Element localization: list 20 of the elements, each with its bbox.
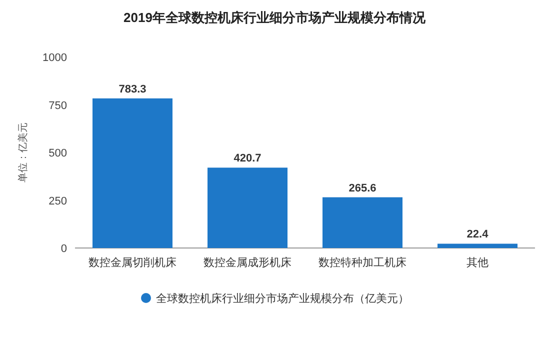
y-tick-label: 1000 (42, 52, 67, 64)
chart-title: 2019年全球数控机床行业细分市场产业规模分布情况 (124, 10, 426, 25)
bar (438, 244, 518, 248)
data-label: 22.4 (466, 228, 490, 241)
y-tick-label: 500 (48, 148, 67, 160)
data-label: 265.6 (348, 182, 376, 194)
x-tick-label: 数控金属切削机床 (88, 256, 176, 269)
y-axis-title: 单位：亿美元 (17, 122, 29, 182)
y-tick-label: 750 (48, 100, 67, 112)
x-tick-label: 其他 (466, 256, 488, 269)
y-tick-label: 250 (48, 195, 67, 208)
legend-label: 全球数控机床行业细分市场产业规模分布（亿美元） (156, 292, 409, 305)
bar (208, 168, 288, 248)
bar (322, 197, 402, 248)
x-tick-label: 数控金属成形机床 (204, 256, 292, 269)
y-tick-label: 0 (60, 243, 67, 255)
x-tick-label: 数控特种加工机床 (318, 256, 406, 269)
bar (92, 98, 172, 248)
data-label: 420.7 (234, 152, 262, 165)
data-label: 783.3 (118, 83, 146, 96)
